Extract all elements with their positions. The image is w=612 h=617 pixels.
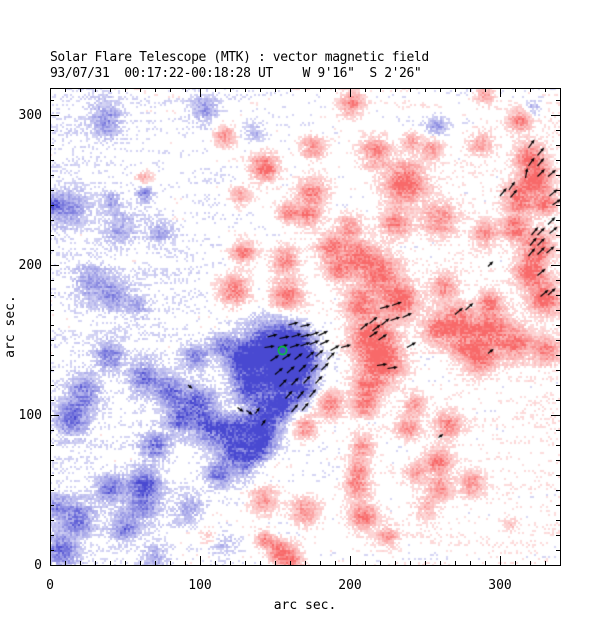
- y-axis-label: arc sec.: [3, 295, 18, 358]
- x-tick-label: 200: [338, 578, 361, 593]
- x-axis-label: arc sec.: [274, 598, 337, 613]
- x-tick-label: 0: [46, 578, 54, 593]
- x-tick-label: 100: [188, 578, 211, 593]
- y-tick-label: 0: [34, 558, 42, 573]
- figure-title: Solar Flare Telescope (MTK) : vector mag…: [50, 50, 429, 65]
- y-tick-label: 300: [19, 108, 42, 123]
- figure-subtitle: 93/07/31 00:17:22-00:18:28 UT W 9'16" S …: [50, 66, 422, 81]
- x-tick-label: 300: [488, 578, 511, 593]
- y-tick-label: 200: [19, 258, 42, 273]
- magnetogram-canvas: [50, 88, 560, 565]
- y-tick-label: 100: [19, 408, 42, 423]
